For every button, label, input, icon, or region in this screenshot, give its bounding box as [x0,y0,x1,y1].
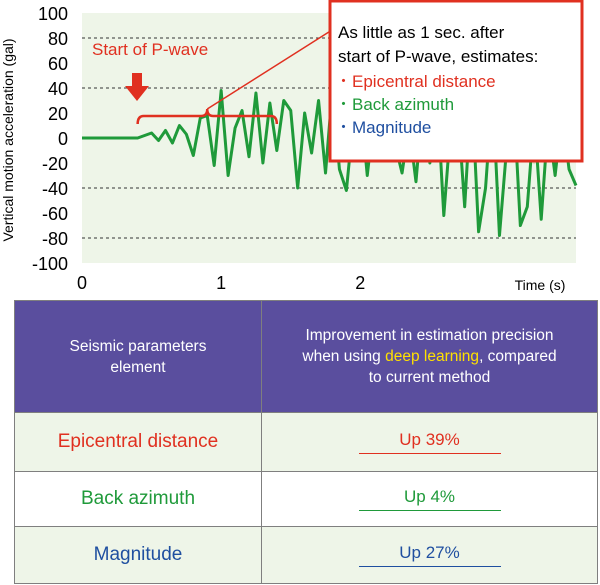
y-tick-label: 100 [38,4,68,24]
header-highlight-deep-learning: deep learning [385,348,480,365]
x-tick-label: 1 [216,273,226,293]
header-parameters-line-2: element [110,358,166,376]
y-tick-label: 60 [48,54,68,74]
seismic-waveform-chart: 100 80 60 40 20 0 -20 -40 -60 -80 -100 0 1 2 Vertica… [0,0,584,293]
header-parameters: Seismic parameters element [14,300,262,413]
bullet-epicentral-distance: Epicentral distance [352,72,496,91]
y-tick-label: 0 [58,129,68,149]
x-tick-label: 2 [355,273,365,293]
y-tick-label: -60 [42,204,68,224]
header-parameters-line-1: Seismic parameters [69,337,207,355]
down-arrow-icon [125,73,149,101]
bullet-marker-2: ・ [336,95,351,113]
y-tick-label: 80 [48,29,68,49]
callout-connector [206,29,333,110]
time-bracket [136,108,279,125]
header-improvement-line-1: Improvement in estimation precision [305,327,554,344]
y-tick-label: -80 [42,229,68,249]
box-line-1: As little as 1 sec. after [338,23,505,42]
table-header-row: Seismic parameters element Improvement i… [14,300,598,413]
annotation-box: As little as 1 sec. after start of P-wav… [328,0,584,163]
x-tick-label: 0 [77,273,87,293]
y-tick-label: 20 [48,104,68,124]
box-line-2: start of P-wave, estimates: [338,47,538,66]
table-row: Epicentral distance Up 39% [14,412,598,472]
bullet-marker-1: ・ [336,72,351,90]
y-axis-label: Vertical motion acceleration (gal) [0,38,16,241]
y-tick-label: 40 [48,79,68,99]
header-improvement-line-2a: when using [302,348,386,365]
improvement-table: Seismic parameters element Improvement i… [14,300,598,584]
bullet-back-azimuth: Back azimuth [352,95,454,114]
bullet-marker-3: ・ [336,118,351,136]
value-cell: Up 39% [261,412,598,472]
param-back-azimuth: Back azimuth [14,471,262,527]
table-row: Magnitude Up 27% [14,526,598,584]
y-tick-label: -20 [42,154,68,174]
bullet-magnitude: Magnitude [352,118,431,137]
value-magnitude: Up 27% [358,543,501,567]
value-epicentral-distance: Up 39% [358,430,501,454]
y-tick-label: -100 [32,254,68,274]
header-improvement: Improvement in estimation precision when… [261,300,598,413]
x-tick-labels: 0 1 2 [77,273,365,293]
y-tick-labels: 100 80 60 40 20 0 -20 -40 -60 -80 -100 [32,4,68,274]
param-epicentral-distance: Epicentral distance [14,412,262,472]
param-magnitude: Magnitude [14,526,262,584]
value-cell: Up 4% [261,471,598,527]
p-wave-start-label: Start of P-wave [92,40,208,59]
header-improvement-line-3: to current method [368,369,491,386]
value-back-azimuth: Up 4% [358,487,501,511]
y-tick-label: -40 [42,179,68,199]
table-row: Back azimuth Up 4% [14,471,598,527]
header-improvement-line-2b: , compared [479,348,557,365]
value-cell: Up 27% [261,526,598,584]
x-axis-label: Time (s) [515,277,566,293]
